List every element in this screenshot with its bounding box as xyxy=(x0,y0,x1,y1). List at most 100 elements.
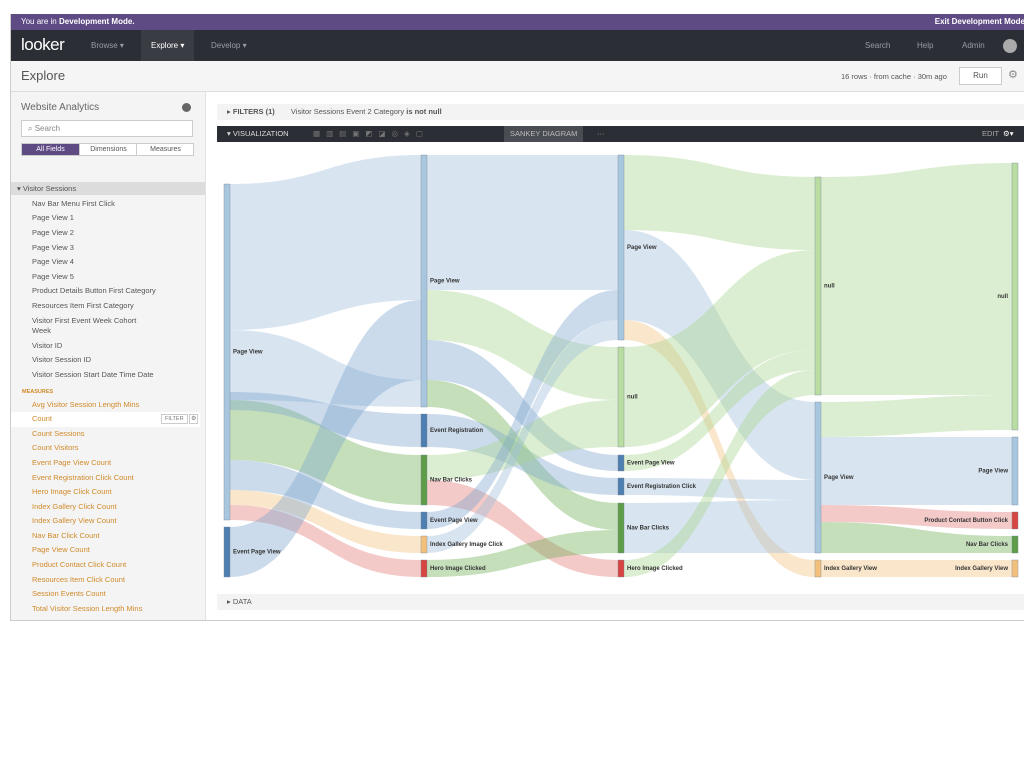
nav-item[interactable]: Explore ▾ xyxy=(141,30,195,61)
viz-gear[interactable]: ⚙▾ xyxy=(1003,129,1014,138)
screenshot: You are in Development Mode. Exit Develo… xyxy=(10,14,1024,621)
viz-icons[interactable]: ▦▥▤▣◩◪◎◈▢ xyxy=(313,129,429,138)
sankey-link xyxy=(821,163,1012,395)
field-label: Visitor ID xyxy=(32,340,63,350)
nav-item-label: Browse xyxy=(91,41,118,50)
run-button[interactable]: Run xyxy=(959,67,1002,85)
dimension-field[interactable]: Visitor Session ID xyxy=(11,354,163,369)
dimension-field[interactable]: Nav Bar Menu First Click xyxy=(11,197,163,212)
search-box[interactable]: ⌕ Search xyxy=(21,120,193,137)
nav-right-item[interactable]: Help xyxy=(917,41,934,50)
sankey-link xyxy=(230,330,421,407)
nav-right-item[interactable]: Admin xyxy=(962,41,985,50)
measure-field[interactable]: Count Visitors xyxy=(11,441,163,456)
viz-more[interactable]: ··· xyxy=(597,129,605,138)
field-label: Resources Item Click Count xyxy=(32,574,125,584)
dimension-field[interactable]: Resources Item First Category xyxy=(11,299,163,314)
field-tab[interactable]: Dimensions xyxy=(79,144,137,155)
sankey-node-label: Event Registration Click xyxy=(627,484,697,490)
sankey-node-label: Page View xyxy=(627,245,657,251)
sankey-link xyxy=(427,320,618,553)
dimension-field[interactable]: Visitor ID xyxy=(11,339,163,354)
measure-field[interactable]: Total Visitor Session Length Mins xyxy=(11,602,163,617)
field-label: Product Contact Click Count xyxy=(32,559,127,569)
field-label: Count xyxy=(32,414,53,424)
sankey-node xyxy=(617,477,625,496)
dimension-field[interactable]: Page View 4 xyxy=(11,255,163,270)
nav-item[interactable]: Browse ▾ xyxy=(81,30,134,61)
sidebar: Website Analytics ⌕ Search All Fields Dim… xyxy=(11,92,206,620)
filters-label: FILTERS (1) xyxy=(232,107,275,116)
sankey-node-label: Event Page View xyxy=(627,461,675,467)
sankey-node-label: Page View xyxy=(978,469,1008,475)
measure-field[interactable]: Resources Item Click Count xyxy=(11,573,163,588)
filter-button[interactable]: FILTER xyxy=(161,414,188,425)
sankey-node-label: Nav Bar Clicks xyxy=(966,542,1009,548)
caret: ▾ xyxy=(117,41,124,50)
viz-edit[interactable]: EDIT xyxy=(982,129,1000,138)
dimension-field[interactable]: Page View 3 xyxy=(11,241,163,256)
visualization-bar: ▾ VISUALIZATION ▦▥▤▣◩◪◎◈▢ SANKEY DIAGRAM… xyxy=(217,126,1024,142)
measures-heading: MEASURES xyxy=(22,388,54,395)
sankey-node xyxy=(223,183,231,521)
field-label: Count Sessions xyxy=(32,428,85,438)
sankey-node-label: Hero Image Clicked xyxy=(627,566,683,572)
field-tab[interactable]: Measures xyxy=(136,144,194,155)
sankey-link xyxy=(427,480,618,577)
measure-field[interactable]: Product Contact Click Count xyxy=(11,558,163,573)
collapse-icon[interactable] xyxy=(182,103,191,112)
sankey-link xyxy=(624,370,815,577)
sankey-node xyxy=(617,454,625,472)
dimension-field[interactable]: Page View 5 xyxy=(11,270,163,285)
field-label: Product Details Button First Category xyxy=(32,286,156,296)
sankey-link xyxy=(821,505,1012,529)
sankey-node xyxy=(420,454,428,506)
pivot-icon[interactable]: ⚙ xyxy=(189,414,199,425)
exit-dev-mode[interactable]: Exit Development Mode xyxy=(934,17,1024,26)
field-label: Avg Visitor Session Length Mins xyxy=(32,399,140,409)
viz-active[interactable]: SANKEY DIAGRAM xyxy=(504,126,584,142)
sankey-link xyxy=(624,500,815,553)
measure-field[interactable]: Page View Count xyxy=(11,544,163,559)
measure-field[interactable]: Count Sessions xyxy=(11,427,163,442)
measure-field[interactable]: Count FILTER ⚙ xyxy=(11,412,200,427)
dimension-field[interactable]: Visitor First Event Week Cohort Week xyxy=(11,314,163,339)
nav-right-item[interactable]: Search xyxy=(865,41,891,50)
measure-field[interactable]: Event Registration Click Count xyxy=(11,471,163,486)
sankey-node xyxy=(617,559,625,578)
search-placeholder: Search xyxy=(34,124,61,133)
field-label: Nav Bar Menu First Click xyxy=(32,198,115,208)
sankey-link xyxy=(427,380,618,530)
sankey-node-label: Index Gallery Image Click xyxy=(430,542,503,548)
sankey-link xyxy=(821,522,1012,553)
filters-bar[interactable]: ▸ FILTERS (1) Visitor Sessions Event 2 C… xyxy=(217,104,1024,120)
sankey-link xyxy=(427,400,618,480)
sankey-node xyxy=(1011,511,1019,530)
field-tab[interactable]: All Fields xyxy=(22,144,79,155)
settings-icon[interactable]: ⚙ xyxy=(1008,69,1018,81)
nav-item[interactable]: Develop ▾ xyxy=(201,30,257,61)
measure-field[interactable]: Hero Image Click Count xyxy=(11,485,163,500)
measure-field[interactable]: Event Page View Count xyxy=(11,456,163,471)
group-header[interactable]: ▾ Visitor Sessions xyxy=(11,182,205,195)
measure-field[interactable]: Index Gallery Click Count xyxy=(11,500,163,515)
sankey-node-label: null xyxy=(824,284,835,290)
sankey-link xyxy=(821,395,1012,437)
dimension-field[interactable]: Product Details Button First Category xyxy=(11,284,163,299)
dimension-field[interactable]: Page View 1 xyxy=(11,212,163,227)
sankey-node-label: Product Contact Button Click xyxy=(924,518,1008,524)
dev-banner: You are in Development Mode. Exit Develo… xyxy=(11,14,1024,30)
measure-field[interactable]: Session Events Count xyxy=(11,587,163,602)
viz-label[interactable]: VISUALIZATION xyxy=(232,129,289,138)
logo[interactable]: looker xyxy=(21,35,65,54)
dimension-field[interactable]: ▸Visitor Session Start Date Time Date xyxy=(11,368,163,383)
sankey-node xyxy=(420,559,428,578)
measure-field[interactable]: Nav Bar Click Count xyxy=(11,529,163,544)
avatar[interactable] xyxy=(1003,39,1017,53)
measure-field[interactable]: Index Gallery View Count xyxy=(11,514,163,529)
dimension-field[interactable]: Page View 2 xyxy=(11,226,163,241)
measure-field[interactable]: Avg Visitor Session Length Mins xyxy=(11,398,163,413)
sankey-link xyxy=(230,155,421,330)
data-bar[interactable]: ▸ DATA xyxy=(217,594,1024,610)
header: Explore 16 rows · from cache · 30m ago R… xyxy=(11,61,1024,92)
